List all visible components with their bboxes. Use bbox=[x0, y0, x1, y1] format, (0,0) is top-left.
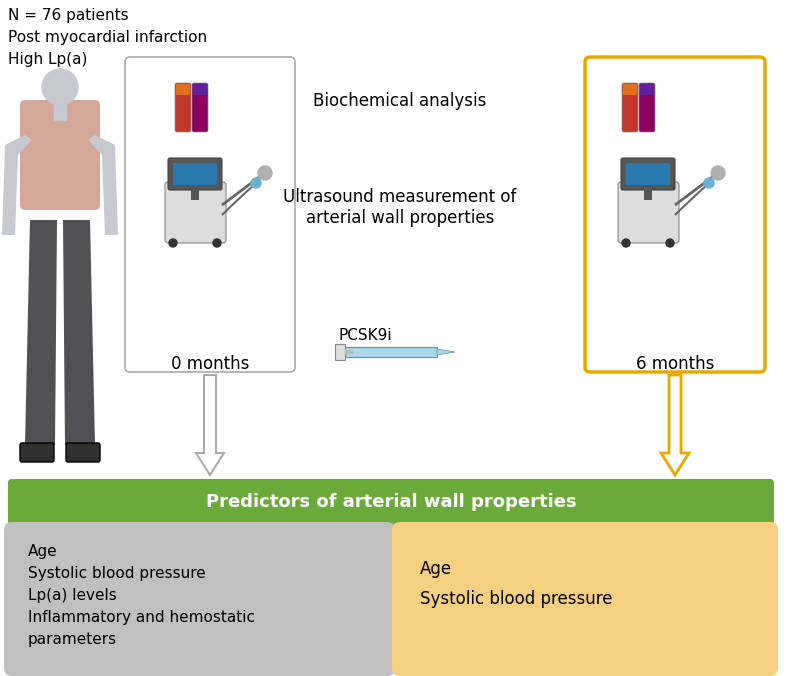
Text: Systolic blood pressure: Systolic blood pressure bbox=[420, 590, 612, 608]
FancyBboxPatch shape bbox=[621, 158, 675, 190]
Text: PCSK9i: PCSK9i bbox=[338, 328, 391, 343]
Polygon shape bbox=[437, 349, 455, 355]
Bar bbox=[335, 344, 345, 360]
FancyBboxPatch shape bbox=[585, 57, 765, 372]
Text: Biochemical analysis: Biochemical analysis bbox=[314, 92, 487, 110]
Text: N = 76 patients: N = 76 patients bbox=[8, 8, 129, 23]
Text: Ultrasound measurement of
arterial wall properties: Ultrasound measurement of arterial wall … bbox=[283, 188, 516, 227]
FancyBboxPatch shape bbox=[8, 479, 774, 525]
Text: High Lp(a): High Lp(a) bbox=[8, 52, 87, 67]
Text: Age: Age bbox=[420, 560, 452, 578]
Polygon shape bbox=[25, 220, 57, 445]
Circle shape bbox=[42, 69, 78, 105]
Circle shape bbox=[213, 239, 221, 247]
Bar bbox=[345, 350, 353, 354]
Polygon shape bbox=[196, 375, 224, 475]
Bar bbox=[644, 186, 652, 200]
FancyBboxPatch shape bbox=[175, 83, 191, 132]
Text: parameters: parameters bbox=[28, 632, 117, 647]
Text: 6 months: 6 months bbox=[636, 355, 714, 373]
FancyBboxPatch shape bbox=[639, 83, 655, 132]
Text: Post myocardial infarction: Post myocardial infarction bbox=[8, 30, 208, 45]
FancyBboxPatch shape bbox=[640, 84, 654, 95]
Bar bbox=[173, 163, 217, 185]
Circle shape bbox=[704, 178, 714, 188]
Bar bbox=[626, 163, 670, 185]
Polygon shape bbox=[63, 220, 95, 445]
Circle shape bbox=[251, 178, 261, 188]
Text: Inflammatory and hemostatic: Inflammatory and hemostatic bbox=[28, 610, 255, 625]
FancyBboxPatch shape bbox=[192, 83, 208, 132]
Polygon shape bbox=[2, 135, 32, 235]
Text: Systolic blood pressure: Systolic blood pressure bbox=[28, 566, 206, 581]
FancyBboxPatch shape bbox=[193, 84, 207, 95]
FancyBboxPatch shape bbox=[125, 57, 295, 372]
Circle shape bbox=[711, 166, 725, 180]
FancyBboxPatch shape bbox=[4, 522, 395, 676]
Circle shape bbox=[666, 239, 674, 247]
Polygon shape bbox=[88, 135, 118, 235]
FancyBboxPatch shape bbox=[168, 158, 222, 190]
FancyBboxPatch shape bbox=[20, 443, 54, 462]
FancyBboxPatch shape bbox=[392, 522, 778, 676]
FancyBboxPatch shape bbox=[176, 84, 190, 95]
Text: Lp(a) levels: Lp(a) levels bbox=[28, 588, 117, 603]
Text: 0 months: 0 months bbox=[171, 355, 249, 373]
Bar bbox=[54, 105, 66, 120]
Circle shape bbox=[622, 239, 630, 247]
Bar bbox=[191, 186, 199, 200]
Text: Age: Age bbox=[28, 544, 57, 559]
FancyBboxPatch shape bbox=[66, 443, 100, 462]
Text: Predictors of arterial wall properties: Predictors of arterial wall properties bbox=[206, 493, 576, 511]
Bar bbox=[343, 347, 437, 357]
FancyBboxPatch shape bbox=[165, 182, 226, 243]
Circle shape bbox=[258, 166, 272, 180]
FancyBboxPatch shape bbox=[20, 100, 100, 210]
Circle shape bbox=[169, 239, 177, 247]
FancyBboxPatch shape bbox=[623, 84, 637, 95]
FancyBboxPatch shape bbox=[618, 182, 679, 243]
FancyBboxPatch shape bbox=[622, 83, 638, 132]
Polygon shape bbox=[661, 375, 689, 475]
